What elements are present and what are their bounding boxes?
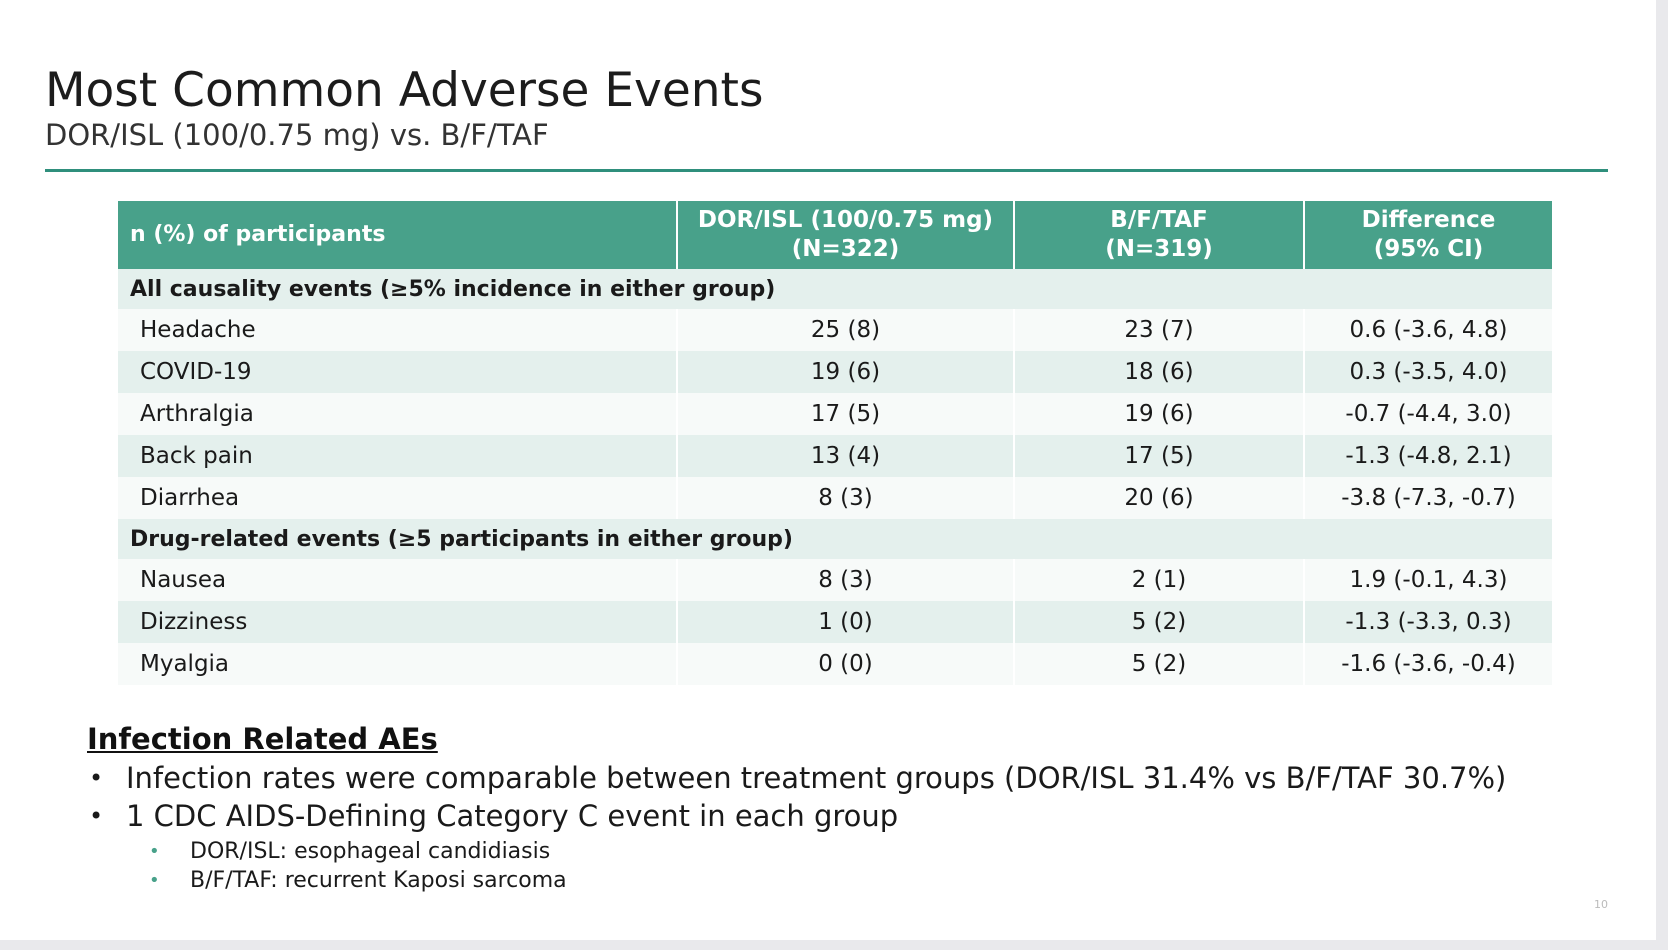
list-item: • Infection rates were comparable between… [87, 759, 1587, 797]
bftaf-value: 18 (6) [1015, 351, 1305, 393]
header-difference: Difference (95% CI) [1305, 201, 1552, 269]
section-row-drug-related: Drug-related events (≥5 participants in … [118, 519, 1552, 559]
header-bftaf: B/F/TAF (N=319) [1015, 201, 1305, 269]
difference-value: -1.3 (-4.8, 2.1) [1305, 435, 1552, 477]
sub-bullet-text: DOR/ISL: esophageal candidiasis [190, 838, 551, 864]
table-header-row: n (%) of participants DOR/ISL (100/0.75 … [118, 201, 1552, 269]
difference-value: -0.7 (-4.4, 3.0) [1305, 393, 1552, 435]
difference-value: -1.3 (-3.3, 0.3) [1305, 601, 1552, 643]
table-row: Back pain 13 (4) 17 (5) -1.3 (-4.8, 2.1) [118, 435, 1552, 477]
header-bftaf-n: (N=319) [1105, 236, 1213, 262]
bftaf-value: 17 (5) [1015, 435, 1305, 477]
event-name: Myalgia [118, 643, 678, 685]
infection-section: Infection Related AEs • Infection rates w… [87, 722, 1587, 895]
adverse-events-table: n (%) of participants DOR/ISL (100/0.75 … [118, 201, 1552, 685]
table-row: Headache 25 (8) 23 (7) 0.6 (-3.6, 4.8) [118, 309, 1552, 351]
header-difference-name: Difference [1361, 207, 1496, 234]
bftaf-value: 19 (6) [1015, 393, 1305, 435]
event-name: Headache [118, 309, 678, 351]
sub-bullet-icon: • [149, 840, 160, 862]
event-name: Nausea [118, 559, 678, 601]
table-row: Dizziness 1 (0) 5 (2) -1.3 (-3.3, 0.3) [118, 601, 1552, 643]
dor-isl-value: 19 (6) [678, 351, 1015, 393]
infection-sub-bullet-list: • DOR/ISL: esophageal candidiasis • B/F/TA… [87, 837, 1587, 895]
header-difference-ci: (95% CI) [1373, 236, 1484, 262]
difference-value: -1.6 (-3.6, -0.4) [1305, 643, 1552, 685]
bullet-text: Infection rates were comparable between … [126, 760, 1507, 795]
table-row: Diarrhea 8 (3) 20 (6) -3.8 (-7.3, -0.7) [118, 477, 1552, 519]
event-name: COVID-19 [118, 351, 678, 393]
dor-isl-value: 13 (4) [678, 435, 1015, 477]
header-dor-isl-name: DOR/ISL (100/0.75 mg) [697, 207, 994, 234]
dor-isl-value: 1 (0) [678, 601, 1015, 643]
header-participants: n (%) of participants [118, 201, 678, 269]
difference-value: 0.3 (-3.5, 4.0) [1305, 351, 1552, 393]
bftaf-value: 20 (6) [1015, 477, 1305, 519]
difference-value: 1.9 (-0.1, 4.3) [1305, 559, 1552, 601]
bftaf-value: 2 (1) [1015, 559, 1305, 601]
dor-isl-value: 8 (3) [678, 477, 1015, 519]
title-divider [45, 169, 1608, 172]
header-dor-isl-n: (N=322) [791, 236, 900, 262]
section-row-all-causality: All causality events (≥5% incidence in e… [118, 269, 1552, 309]
event-name: Diarrhea [118, 477, 678, 519]
slide-title: Most Common Adverse Events [45, 63, 764, 118]
dor-isl-value: 0 (0) [678, 643, 1015, 685]
slide-subtitle: DOR/ISL (100/0.75 mg) vs. B/F/TAF [45, 118, 549, 152]
bftaf-value: 5 (2) [1015, 601, 1305, 643]
dor-isl-value: 17 (5) [678, 393, 1015, 435]
list-item: • 1 CDC AIDS-Defining Category C event in… [87, 797, 1587, 835]
page-number: 10 [1594, 898, 1608, 911]
infection-heading: Infection Related AEs [87, 722, 438, 756]
section-title: Drug-related events (≥5 participants in … [118, 519, 1552, 559]
bullet-icon: • [89, 763, 104, 792]
dor-isl-value: 8 (3) [678, 559, 1015, 601]
table-row: Nausea 8 (3) 2 (1) 1.9 (-0.1, 4.3) [118, 559, 1552, 601]
difference-value: 0.6 (-3.6, 4.8) [1305, 309, 1552, 351]
infection-bullet-list: • Infection rates were comparable between… [87, 759, 1587, 835]
table-row: COVID-19 19 (6) 18 (6) 0.3 (-3.5, 4.0) [118, 351, 1552, 393]
table-row: Myalgia 0 (0) 5 (2) -1.6 (-3.6, -0.4) [118, 643, 1552, 685]
list-item: • DOR/ISL: esophageal candidiasis [87, 837, 1587, 866]
sub-bullet-text: B/F/TAF: recurrent Kaposi sarcoma [190, 867, 567, 893]
table-row: Arthralgia 17 (5) 19 (6) -0.7 (-4.4, 3.0… [118, 393, 1552, 435]
header-bftaf-name: B/F/TAF [1110, 207, 1208, 234]
dor-isl-value: 25 (8) [678, 309, 1015, 351]
difference-value: -3.8 (-7.3, -0.7) [1305, 477, 1552, 519]
event-name: Arthralgia [118, 393, 678, 435]
event-name: Dizziness [118, 601, 678, 643]
header-dor-isl: DOR/ISL (100/0.75 mg) (N=322) [678, 201, 1015, 269]
section-title: All causality events (≥5% incidence in e… [118, 269, 1552, 309]
bullet-icon: • [89, 801, 104, 830]
bftaf-value: 5 (2) [1015, 643, 1305, 685]
list-item: • B/F/TAF: recurrent Kaposi sarcoma [87, 866, 1587, 895]
sub-bullet-icon: • [149, 869, 160, 891]
event-name: Back pain [118, 435, 678, 477]
bullet-text: 1 CDC AIDS-Defining Category C event in … [126, 798, 899, 833]
bftaf-value: 23 (7) [1015, 309, 1305, 351]
